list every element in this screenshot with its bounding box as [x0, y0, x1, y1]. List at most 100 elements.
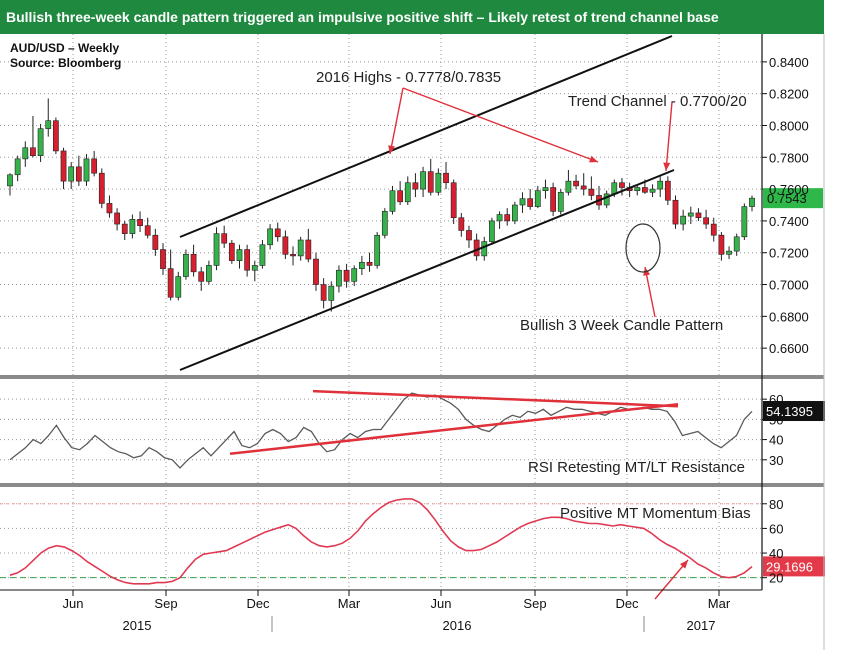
price-tick-label: 0.7200	[769, 246, 809, 261]
month-label: Dec	[246, 596, 270, 611]
price-last-value: 0.7543	[767, 191, 807, 206]
rsi-resistance-line	[312, 389, 679, 408]
mom-tick-label: 60	[769, 521, 783, 536]
candle-body	[305, 239, 312, 260]
candle-body	[489, 220, 495, 242]
candle-body	[611, 182, 618, 195]
candle-body	[121, 223, 128, 234]
month-label: Jun	[63, 596, 84, 611]
annotation-2016-highs: 2016 Highs - 0.7778/0.7835	[316, 69, 501, 86]
chart-title: AUD/USD – Weekly	[10, 41, 119, 55]
candle-body	[473, 239, 480, 257]
candle-body	[749, 197, 755, 207]
month-label: Sep	[523, 596, 546, 611]
candle-body	[374, 234, 381, 266]
candle-body	[83, 158, 90, 182]
month-label: Jun	[431, 596, 452, 611]
candle-body	[183, 254, 189, 277]
year-label: 2015	[123, 618, 152, 633]
candle-body	[75, 166, 82, 182]
candle-body	[206, 265, 212, 282]
price-tick-label: 0.7600	[769, 182, 809, 197]
momentum-series-line	[9, 498, 753, 585]
candle-body	[129, 219, 136, 234]
rsi-tick-label: 60	[769, 392, 783, 407]
candle-body	[603, 193, 610, 206]
candle-body	[7, 174, 13, 187]
price-tick-label: 0.6800	[769, 309, 809, 324]
candle-body	[198, 271, 205, 282]
candle-body	[527, 198, 534, 207]
month-label: Mar	[708, 596, 731, 611]
mom-tick-label: 20	[769, 571, 783, 586]
month-label: Sep	[154, 596, 177, 611]
candle-body	[519, 198, 526, 206]
candle-body	[397, 190, 403, 203]
candle-body	[557, 191, 564, 212]
rsi-tick-label: 30	[769, 453, 783, 468]
year-label: 2016	[443, 618, 472, 633]
arrow-2016-high-2-head	[589, 155, 598, 163]
candle-body	[297, 239, 304, 257]
candle-body	[22, 147, 29, 160]
candle-body	[657, 180, 664, 190]
candle-body	[427, 171, 434, 193]
trend-channel-lower	[179, 169, 675, 371]
candle-body	[672, 199, 679, 225]
candle-body	[565, 180, 572, 193]
chart-canvas: 0.8400 0.8200 0.8000 0.7800 0.7600 0.7400 0.72…	[0, 34, 825, 650]
candle-body	[504, 214, 511, 222]
rsi-tick-label: 50	[769, 412, 783, 427]
candle-body	[588, 188, 595, 196]
candle-body	[144, 225, 151, 236]
annotation-rsi: RSI Retesting MT/LT Resistance	[528, 459, 745, 476]
candle-body	[336, 269, 342, 287]
candle-body	[710, 223, 717, 236]
trend-channel-upper	[179, 35, 673, 238]
candle-body	[274, 228, 281, 238]
arrow-2016-high-2	[402, 87, 599, 163]
candle-body	[404, 182, 411, 203]
candle-body	[726, 250, 732, 255]
candle-body	[221, 233, 228, 244]
candle-body	[381, 211, 388, 236]
chart-banner-title: Bullish three-week candle pattern trigge…	[0, 0, 824, 34]
candle-body	[106, 203, 113, 214]
candle-body	[351, 268, 358, 282]
candle-body	[412, 182, 419, 190]
annotation-momentum: Positive MT Momentum Bias	[560, 505, 751, 522]
mom-tick-label: 40	[769, 546, 783, 561]
candle-body	[152, 234, 159, 250]
arrow-2016-high-1	[389, 87, 404, 155]
panel-separator	[0, 375, 824, 379]
candle-body	[420, 171, 426, 190]
candle-body	[68, 166, 75, 182]
candle-body	[343, 269, 350, 282]
candle-body	[167, 268, 174, 298]
candle-body	[389, 190, 396, 212]
year-label: 2017	[687, 618, 716, 633]
candle-body	[573, 180, 579, 187]
candle-body	[37, 128, 44, 156]
arrow-trend-channel	[665, 101, 673, 172]
mom-tick-label: 80	[769, 497, 783, 512]
arrow-trend-channel-head	[663, 162, 671, 171]
annotation-trend-channel: Trend Channel - 0.7700/20	[568, 93, 747, 110]
candle-body	[328, 285, 335, 301]
candle-body	[680, 215, 687, 225]
candle-body	[290, 254, 296, 257]
price-tick-label: 0.7000	[769, 278, 809, 293]
candle-pattern-circle	[625, 223, 661, 273]
arrow-momentum-head	[679, 560, 688, 569]
candle-body	[687, 212, 694, 217]
mom-last-value: 29.1696	[766, 559, 813, 574]
rsi-tick-label: 40	[769, 433, 783, 448]
candle-body	[30, 147, 36, 156]
candle-body	[511, 204, 518, 222]
candle-body	[267, 228, 273, 246]
candle-body	[550, 187, 556, 212]
rsi-last-value: 54.1395	[766, 404, 813, 419]
annotation-candle-pattern: Bullish 3 Week Candle Pattern	[520, 317, 723, 334]
panel-separator	[0, 483, 824, 487]
candle-body	[137, 219, 143, 226]
